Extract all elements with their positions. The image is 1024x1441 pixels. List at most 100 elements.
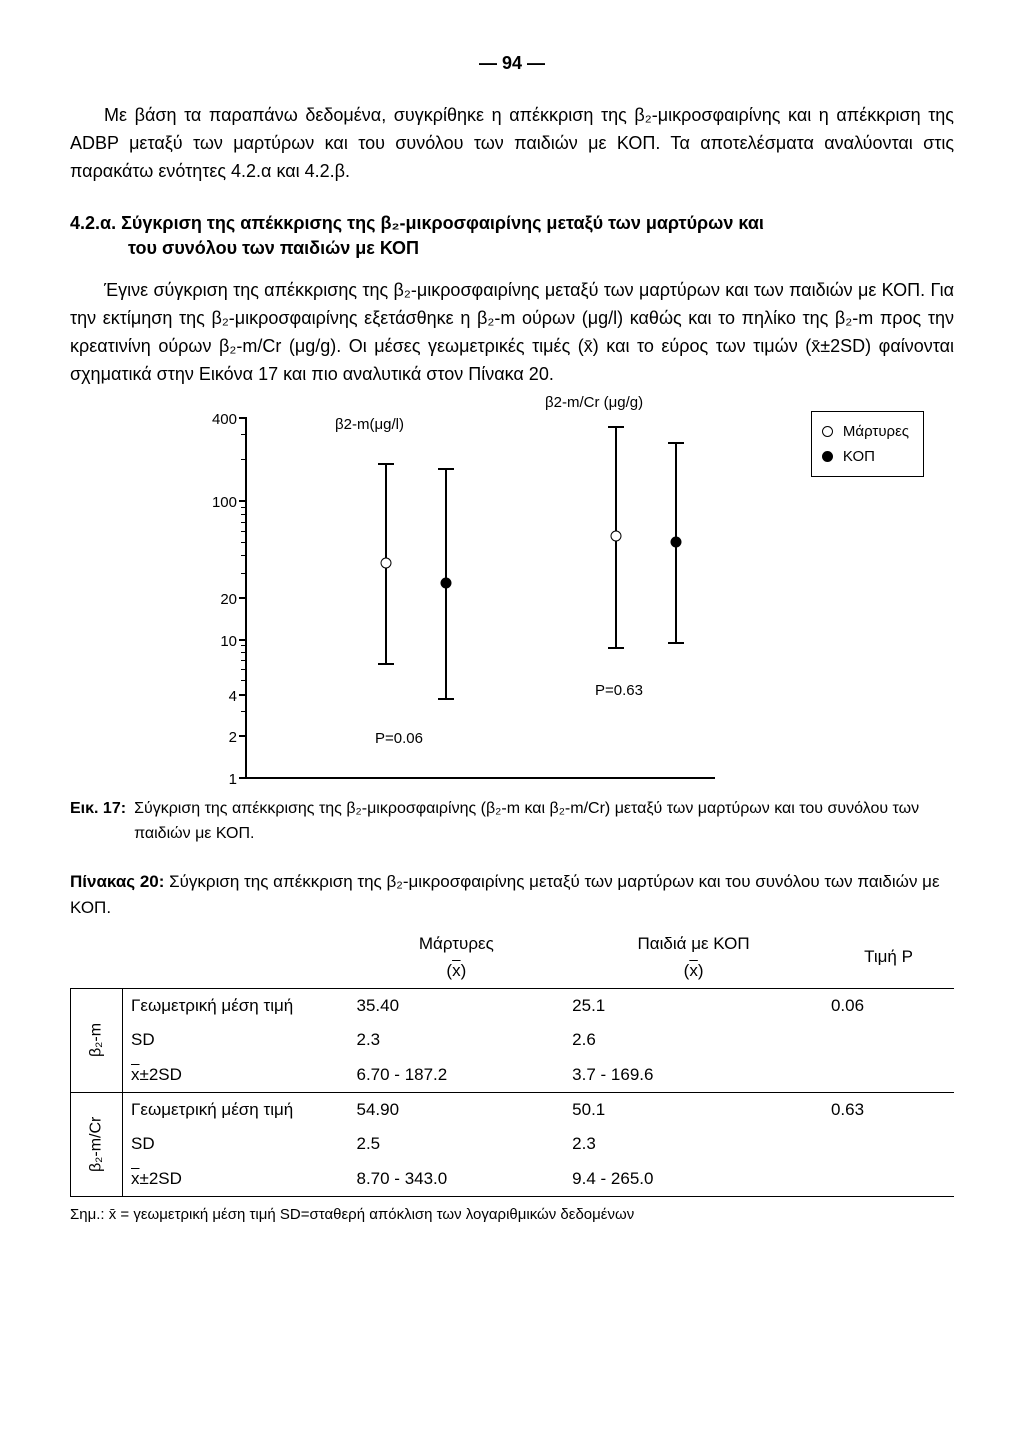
table-cell: 2.6 [564,1023,823,1057]
ytick-label: 4 [197,685,237,708]
marker-filled [671,536,682,547]
range-cap [378,663,394,665]
row-group-label: β₂-m/Cr [71,1092,123,1196]
table-header: Τιμή P [823,927,954,988]
table-cell: 35.40 [349,988,565,1023]
log-range-chart: 4001002010421β2-m(μg/l)β2-m/Cr (μg/g)P=0… [190,407,924,787]
range-cap [438,698,454,700]
ytick-minor [241,669,245,670]
ytick-minor [241,680,245,681]
table-cell: 0.06 [823,988,954,1023]
row-name: x±2SD [123,1162,349,1197]
table-cell [823,1023,954,1057]
ytick-minor [241,417,245,418]
table-row: x±2SD6.70 - 187.23.7 - 169.6 [71,1058,955,1093]
ytick-minor [241,542,245,543]
row-name: SD [123,1127,349,1161]
section-number: 4.2.α. [70,210,116,238]
legend-marker-filled [822,451,833,462]
table-row: SD2.52.3 [71,1127,955,1161]
table-cell: 3.7 - 169.6 [564,1058,823,1093]
table-cell: 54.90 [349,1092,565,1127]
row-group-label: β₂-m [71,988,123,1092]
legend: ΜάρτυρεςΚΟΠ [811,411,924,478]
table-row: β₂-mΓεωμετρική μέση τιμή35.4025.10.06 [71,988,955,1023]
range-cap [608,426,624,428]
ytick-label: 20 [197,588,237,611]
ytick-label: 2 [197,726,237,749]
table-cell: 8.70 - 343.0 [349,1162,565,1197]
ytick-minor [241,777,245,778]
ytick-minor [241,459,245,460]
page-number: — 94 — [70,50,954,78]
table-header [71,927,123,988]
ytick-minor [241,555,245,556]
table-cell: 6.70 - 187.2 [349,1058,565,1093]
table-20: Μάρτυρες(x)Παιδιά με ΚΟΠ(x)Τιμή Pβ₂-mΓεω… [70,927,954,1197]
series-label-left: β2-m(μg/l) [335,413,404,436]
ytick-minor [241,434,245,435]
section-title-line2: του συνόλου των παιδιών με ΚΟΠ [70,235,954,263]
ytick-minor [241,522,245,523]
ytick-minor [241,573,245,574]
figure-caption-label: Εικ. 17: [70,797,126,847]
table-cell: 2.3 [349,1023,565,1057]
table-title: Πίνακας 20: Σύγκριση της απέκκριση της β… [70,869,954,922]
row-name: x±2SD [123,1058,349,1093]
ytick-minor [241,694,245,695]
marker-open [611,531,622,542]
ytick-label: 100 [197,491,237,514]
p-value-label: P=0.63 [595,679,643,702]
ytick-minor [241,597,245,598]
ytick-minor [241,711,245,712]
legend-row: Μάρτυρες [822,420,909,443]
ytick-minor [241,735,245,736]
range-cap [438,468,454,470]
row-name: Γεωμετρική μέση τιμή [123,988,349,1023]
table-header [123,927,349,988]
table-row: β₂-m/CrΓεωμετρική μέση τιμή54.9050.10.63 [71,1092,955,1127]
table-cell [823,1162,954,1197]
table-cell: 50.1 [564,1092,823,1127]
row-name: Γεωμετρική μέση τιμή [123,1092,349,1127]
legend-label: Μάρτυρες [843,420,909,443]
marker-filled [441,578,452,589]
table-header: Μάρτυρες(x) [349,927,565,988]
range-cap [378,463,394,465]
table-title-bold: Πίνακας 20: [70,872,164,891]
table-cell: 2.5 [349,1127,565,1161]
series-label-right: β2-m/Cr (μg/g) [545,391,643,414]
table-cell: 9.4 - 265.0 [564,1162,823,1197]
table-title-rest: Σύγκριση της απέκκριση της β₂-μικροσφαιρ… [70,872,940,917]
table-cell [823,1058,954,1093]
legend-marker-open [822,426,833,437]
ytick-label: 1 [197,768,237,791]
legend-row: ΚΟΠ [822,445,909,468]
ytick-label: 400 [197,408,237,431]
figure-caption: Εικ. 17: Σύγκριση της απέκκρισης της β₂-… [70,797,954,847]
p-value-label: P=0.06 [375,727,423,750]
table-cell: 25.1 [564,988,823,1023]
y-axis [245,417,247,777]
ytick-minor [241,514,245,515]
ytick-minor [241,652,245,653]
ytick-minor [241,507,245,508]
section-title-line1: Σύγκριση της απέκκρισης της β₂-μικροσφαι… [121,213,764,233]
range-cap [668,442,684,444]
ytick-minor [241,500,245,501]
ytick-label: 10 [197,630,237,653]
paragraph-body: Έγινε σύγκριση της απέκκρισης της β₂-μικ… [70,277,954,389]
section-heading: 4.2.α. Σύγκριση της απέκκρισης της β₂-μι… [70,210,954,264]
figure-17: 4001002010421β2-m(μg/l)β2-m/Cr (μg/g)P=0… [70,407,954,787]
ytick-minor [241,639,245,640]
x-axis [245,777,715,779]
table-cell: 2.3 [564,1127,823,1161]
table-row: x±2SD8.70 - 343.09.4 - 265.0 [71,1162,955,1197]
table-header: Παιδιά με ΚΟΠ(x) [564,927,823,988]
row-name: SD [123,1023,349,1057]
paragraph-intro: Με βάση τα παραπάνω δεδομένα, συγκρίθηκε… [70,102,954,186]
figure-caption-text: Σύγκριση της απέκκρισης της β₂-μικροσφαι… [134,797,954,847]
ytick-minor [241,531,245,532]
marker-open [381,557,392,568]
range-cap [608,647,624,649]
